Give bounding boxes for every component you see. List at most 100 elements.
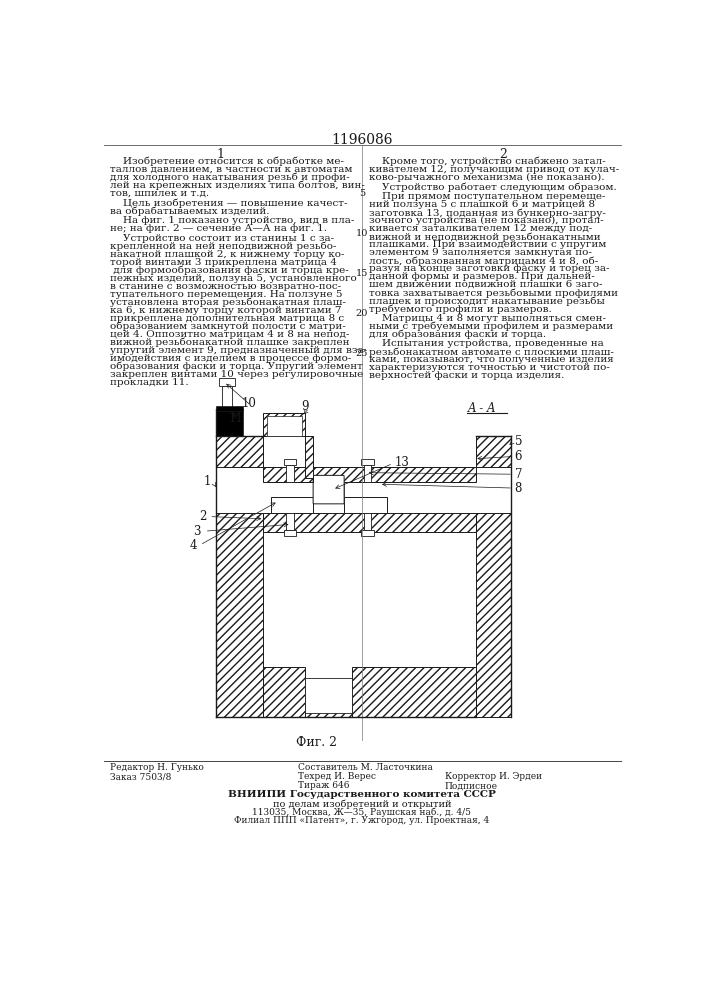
Bar <box>284 530 296 536</box>
Text: шем движении подвижной плашки 6 заго-: шем движении подвижной плашки 6 заго- <box>369 280 602 289</box>
Polygon shape <box>216 436 263 466</box>
Text: вижной резьбонакатной плашке закреплен: вижной резьбонакатной плашке закреплен <box>110 338 349 347</box>
Text: Фиг. 2: Фиг. 2 <box>296 736 337 749</box>
Polygon shape <box>216 513 263 717</box>
Text: Изобретение относится к обработке ме-: Изобретение относится к обработке ме- <box>110 157 344 166</box>
Text: для холодного накатывания резьб и профи-: для холодного накатывания резьб и профи- <box>110 173 350 182</box>
Text: ками, показывают, что полученные изделия: ками, показывают, что полученные изделия <box>369 355 614 364</box>
Text: товка захватывается резьбовыми профилями: товка захватывается резьбовыми профилями <box>369 288 618 298</box>
Bar <box>216 409 243 436</box>
Text: Корректор И. Эрдеи: Корректор И. Эрдеи <box>445 772 542 781</box>
Text: 5: 5 <box>515 435 522 448</box>
Text: ний ползуна 5 с плашкой 6 и матрицей 8: ний ползуна 5 с плашкой 6 и матрицей 8 <box>369 200 595 209</box>
Text: плашками. При взаимодействии с упругим: плашками. При взаимодействии с упругим <box>369 240 607 249</box>
Text: 10: 10 <box>356 229 368 238</box>
Text: 7: 7 <box>515 468 522 481</box>
Text: вижной и неподвижной резьбонакатными: вижной и неподвижной резьбонакатными <box>369 232 600 242</box>
Text: таллов давлением, в частности к автоматам: таллов давлением, в частности к автомата… <box>110 165 353 174</box>
Text: установлена вторая резьбонакатная плаш-: установлена вторая резьбонакатная плаш- <box>110 298 346 307</box>
Bar <box>313 482 344 497</box>
Text: упругий элемент 9, предназначенный для вза-: упругий элемент 9, предназначенный для в… <box>110 346 367 355</box>
Text: характеризуются точностью и чистотой по-: характеризуются точностью и чистотой по- <box>369 363 610 372</box>
Text: не; на фиг. 2 — сечение А—А на фиг. 1.: не; на фиг. 2 — сечение А—А на фиг. 1. <box>110 224 327 233</box>
Text: плашек и происходит накатывание резьбы: плашек и происходит накатывание резьбы <box>369 296 604 306</box>
Text: 9: 9 <box>302 400 309 413</box>
Text: крепленной на ней неподвижной резьбо-: крепленной на ней неподвижной резьбо- <box>110 242 337 251</box>
Polygon shape <box>263 690 476 717</box>
Text: тупательного перемещения. На ползуне 5: тупательного перемещения. На ползуне 5 <box>110 290 343 299</box>
Text: резьбонакатном автомате с плоскими плаш-: резьбонакатном автомате с плоскими плаш- <box>369 347 614 357</box>
Text: 6: 6 <box>515 450 522 463</box>
Bar <box>267 416 301 436</box>
Text: по делам изобретений и открытий: по делам изобретений и открытий <box>273 799 451 809</box>
Bar <box>361 530 373 536</box>
Polygon shape <box>344 497 387 513</box>
Text: ВНИИПИ Государственного комитета СССР: ВНИИПИ Государственного комитета СССР <box>228 790 496 799</box>
Text: На фиг. 1 показано устройство, вид в пла-: На фиг. 1 показано устройство, вид в пла… <box>110 216 354 225</box>
Text: накатной плашкой 2, к нижнему торцу ко-: накатной плашкой 2, к нижнему торцу ко- <box>110 250 344 259</box>
Text: для формообразования фаски и торца кре-: для формообразования фаски и торца кре- <box>110 266 349 275</box>
Text: 2: 2 <box>199 510 206 523</box>
Text: имодействия с изделием в процессе формо-: имодействия с изделием в процессе формо- <box>110 354 351 363</box>
Polygon shape <box>263 667 305 717</box>
Text: требуемого профиля и размеров.: требуемого профиля и размеров. <box>369 304 551 314</box>
Text: При прямом поступательном перемеще-: При прямом поступательном перемеще- <box>369 192 605 201</box>
Text: 11: 11 <box>228 412 243 425</box>
Text: ными с требуемыми профилем и размерами: ными с требуемыми профилем и размерами <box>369 322 613 331</box>
Polygon shape <box>476 513 510 717</box>
Text: 1: 1 <box>216 148 224 161</box>
Text: 25: 25 <box>356 349 368 358</box>
Text: пежных изделий, ползуна 5, установленного: пежных изделий, ползуна 5, установленног… <box>110 274 357 283</box>
Text: торой винтами 3 прикреплена матрица 4: торой винтами 3 прикреплена матрица 4 <box>110 258 337 267</box>
Text: Подписное: Подписное <box>445 781 498 790</box>
Text: образованием замкнутой полости с матри-: образованием замкнутой полости с матри- <box>110 322 346 331</box>
Text: элементом 9 заполняется замкнутая по-: элементом 9 заполняется замкнутая по- <box>369 248 592 257</box>
Text: прокладки 11.: прокладки 11. <box>110 378 189 387</box>
Text: 2: 2 <box>499 148 507 161</box>
Text: для образования фаски и торца.: для образования фаски и торца. <box>369 330 546 339</box>
Text: Редактор Н. Гунько: Редактор Н. Гунько <box>110 763 204 772</box>
Text: 10: 10 <box>241 397 256 410</box>
Polygon shape <box>263 413 313 482</box>
Text: данной формы и размеров. При дальней-: данной формы и размеров. При дальней- <box>369 272 595 281</box>
Text: ка 6, к нижнему торцу которой винтами 7: ка 6, к нижнему торцу которой винтами 7 <box>110 306 341 315</box>
Text: в станине с возможностью возвратно-пос-: в станине с возможностью возвратно-пос- <box>110 282 341 291</box>
Polygon shape <box>352 667 476 717</box>
Polygon shape <box>263 466 476 482</box>
Text: образования фаски и торца. Упругий элемент: образования фаски и торца. Упругий элеме… <box>110 362 363 371</box>
Bar <box>219 378 235 386</box>
Text: Составитель М. Ласточкина: Составитель М. Ласточкина <box>298 763 433 772</box>
Text: цей 4. Оппозитно матрицам 4 и 8 на непод-: цей 4. Оппозитно матрицам 4 и 8 на непод… <box>110 330 349 339</box>
Text: Заказ 7503/8: Заказ 7503/8 <box>110 772 172 781</box>
Text: кивается заталкивателем 12 между под-: кивается заталкивателем 12 между под- <box>369 224 592 233</box>
Text: ково-рычажного механизма (не показано).: ково-рычажного механизма (не показано). <box>369 173 604 182</box>
Bar <box>286 513 293 530</box>
Bar <box>361 459 373 465</box>
Bar <box>363 465 371 482</box>
Text: 13: 13 <box>395 456 409 469</box>
Bar <box>286 465 293 482</box>
Polygon shape <box>305 678 352 713</box>
Polygon shape <box>476 436 510 466</box>
Text: 15: 15 <box>356 269 368 278</box>
Text: верхностей фаски и торца изделия.: верхностей фаски и торца изделия. <box>369 371 564 380</box>
Text: 8: 8 <box>515 482 522 495</box>
Polygon shape <box>263 513 476 532</box>
Text: 113035, Москва, Ж—35, Раушская наб., д. 4/5: 113035, Москва, Ж—35, Раушская наб., д. … <box>252 808 472 817</box>
Text: Испытания устройства, проведенные на: Испытания устройства, проведенные на <box>369 339 604 348</box>
Text: тов, шпилек и т.д.: тов, шпилек и т.д. <box>110 189 209 198</box>
Text: 5: 5 <box>359 189 365 198</box>
Text: Матрицы 4 и 8 могут выполняться смен-: Матрицы 4 и 8 могут выполняться смен- <box>369 314 606 323</box>
Text: Филиал ППП «Патент», г. Ужгород, ул. Проектная, 4: Филиал ППП «Патент», г. Ужгород, ул. Про… <box>234 816 489 825</box>
Text: Цель изобретения — повышение качест-: Цель изобретения — повышение качест- <box>110 199 348 208</box>
Text: Устройство работает следующим образом.: Устройство работает следующим образом. <box>369 183 617 192</box>
Text: Техред И. Верес: Техред И. Верес <box>298 772 375 781</box>
Bar <box>284 459 296 465</box>
Text: лость, образованная матрицами 4 и 8, об-: лость, образованная матрицами 4 и 8, об- <box>369 256 598 266</box>
Text: Кроме того, устройство снабжено затал-: Кроме того, устройство снабжено затал- <box>369 157 606 166</box>
Text: 1196086: 1196086 <box>331 133 392 147</box>
Text: 1: 1 <box>204 475 211 488</box>
Polygon shape <box>271 497 313 513</box>
Bar <box>216 406 243 411</box>
Text: разуя на конце заготовки фаску и торец за-: разуя на конце заготовки фаску и торец з… <box>369 264 609 273</box>
